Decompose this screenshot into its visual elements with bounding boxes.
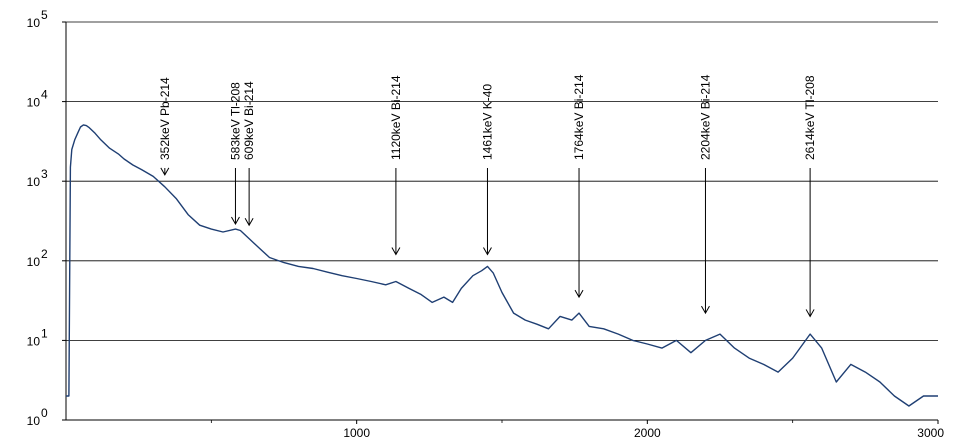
x-tick-label: 2000 — [634, 426, 661, 440]
annotation-arrowhead — [483, 247, 492, 256]
x-tick-labels: 1000 2000 3000 — [343, 426, 944, 440]
gridlines — [66, 21, 938, 341]
y-tick-exponent: 0 — [41, 406, 48, 420]
annotation-arrowhead — [244, 217, 254, 227]
axes — [62, 21, 939, 424]
x-tick-label: 1000 — [343, 426, 370, 440]
annotation-label: 2614keV Tl-208 — [803, 75, 817, 160]
y-tick-label: 10 — [27, 255, 41, 269]
annotation-label: 583keV Tl-208 — [228, 82, 242, 160]
y-tick-exponent: 3 — [41, 167, 48, 181]
x-tick-label: 3000 — [917, 426, 944, 440]
annotation-arrowhead — [231, 216, 240, 226]
y-tick-label: 10 — [27, 414, 41, 428]
annotations: 352keV Pb-214 583keV Tl-208 609keV Bi-214 1… — [158, 74, 817, 318]
annotation-label: 1120keV Bi-214 — [389, 75, 403, 160]
annotation-label: 352keV Pb-214 — [158, 77, 172, 160]
y-tick-label: 10 — [27, 96, 41, 110]
annotation-label: 609keV Bi-214 — [242, 81, 256, 160]
annotation-label: 2204keV Bi-214 — [698, 74, 712, 160]
y-tick-exponent: 2 — [41, 247, 48, 261]
y-tick-label: 10 — [27, 16, 41, 30]
spectrum-line — [66, 124, 938, 407]
annotation-arrowhead — [701, 305, 710, 315]
annotation-arrowhead — [574, 289, 584, 299]
annotation-label: 1764keV Bi-214 — [572, 74, 586, 160]
y-tick-exponent: 1 — [41, 326, 48, 340]
annotation-arrowhead — [160, 167, 170, 176]
series-group — [66, 124, 938, 407]
y-tick-exponent: 4 — [41, 88, 48, 102]
annotation-arrowhead — [391, 247, 401, 256]
y-tick-exponent: 5 — [41, 8, 48, 22]
y-tick-label: 10 — [27, 175, 41, 189]
annotation-label: 1461keV K-40 — [480, 84, 494, 160]
annotation-arrowhead — [805, 309, 815, 318]
y-tick-label: 10 — [27, 334, 41, 348]
